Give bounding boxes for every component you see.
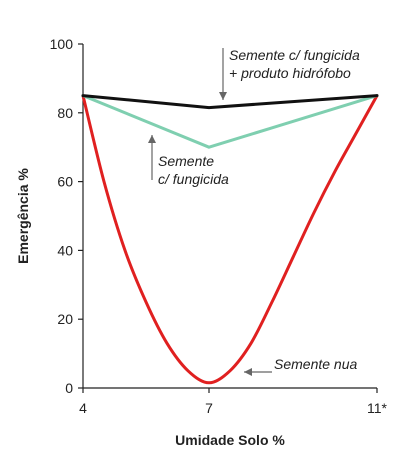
axes: 0 20 40 60 80 100 4 7 11*: [50, 36, 388, 416]
x-tick-label: 4: [79, 400, 87, 416]
y-tick-label: 20: [57, 311, 73, 327]
annotation-line: + produto hidrófobo: [229, 65, 351, 81]
x-tick-label: 7: [205, 400, 213, 416]
y-tick-label: 60: [57, 174, 73, 190]
annotation-line: Semente: [158, 153, 214, 169]
y-tick-label: 80: [57, 105, 73, 121]
annotation-line: Semente c/ fungicida: [229, 47, 360, 63]
annotation-fungicida-hidrofobo: Semente c/ fungicida + produto hidrófobo: [229, 47, 360, 81]
series-line-fungicida: [81, 94, 379, 149]
series-line-nua: [81, 94, 379, 385]
annotation-arrows: [148, 48, 272, 376]
arrow-nua: [244, 368, 272, 376]
arrow-fungicida-hidrofobo: [219, 48, 227, 100]
annotations: Semente c/ fungicida + produto hidrófoboS…: [158, 47, 360, 372]
annotation-nua: Semente nua: [274, 356, 357, 372]
annotation-line: Semente nua: [274, 356, 357, 372]
y-tick-label: 40: [57, 242, 73, 258]
annotation-fungicida: Semente c/ fungicida: [158, 153, 229, 187]
annotation-line: c/ fungicida: [158, 171, 229, 187]
y-tick-label: 0: [65, 380, 73, 396]
x-axis-title: Umidade Solo %: [175, 432, 285, 448]
series-group: [81, 94, 379, 385]
x-tick-label: 11*: [367, 400, 388, 416]
y-axis-title: Emergência %: [15, 168, 31, 264]
arrow-fungicida: [148, 135, 156, 180]
y-tick-label: 100: [50, 36, 74, 52]
series-line-fungicida-hidrofobo: [81, 94, 379, 110]
